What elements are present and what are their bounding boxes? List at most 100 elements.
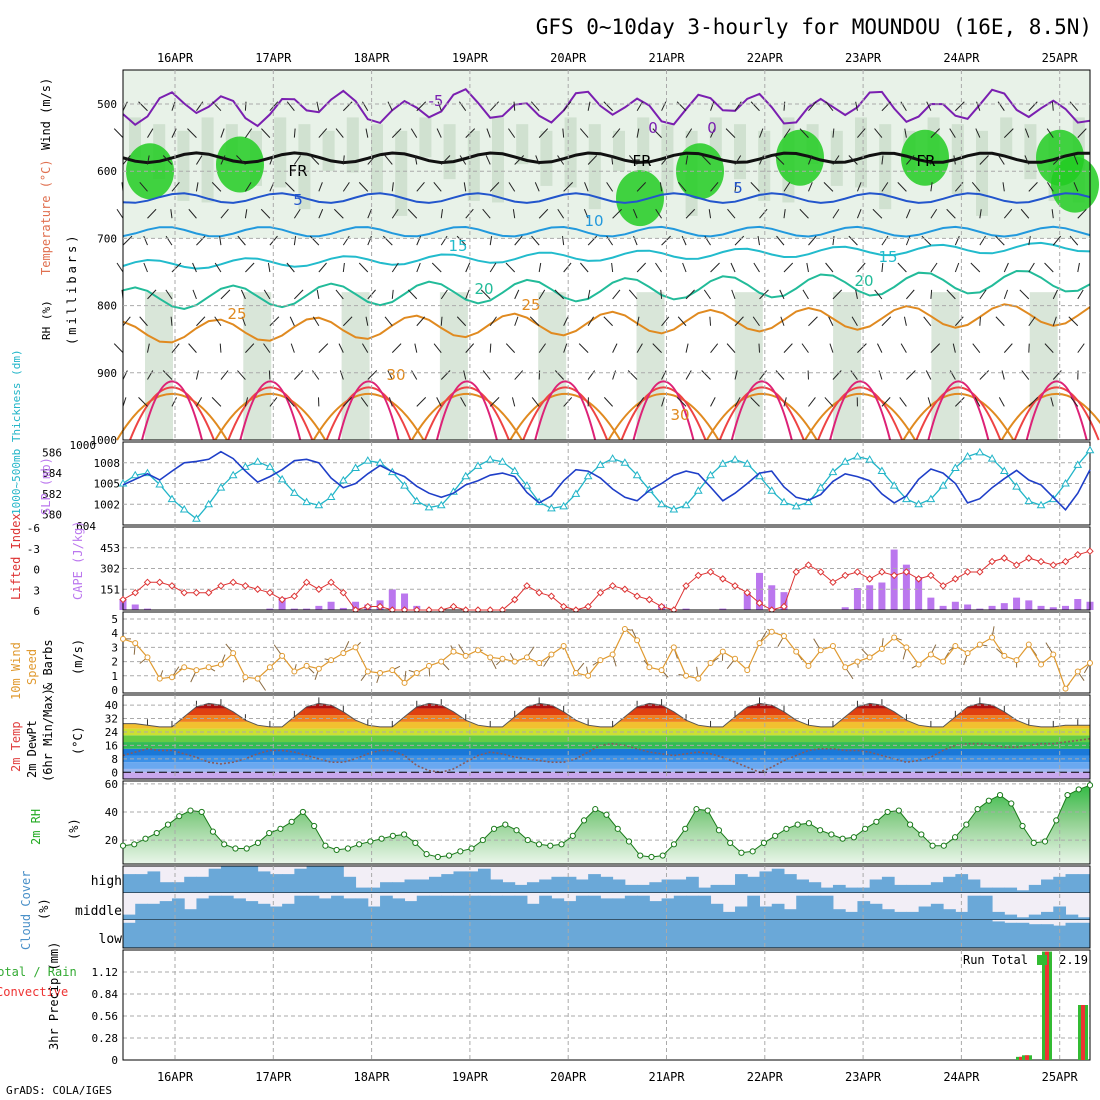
- cloud-cell: [992, 911, 1005, 920]
- cloud-cell: [539, 895, 552, 920]
- rh-marker: [580, 817, 588, 824]
- precip-convective-bar: [1019, 1056, 1023, 1060]
- wind-barb: [808, 397, 816, 407]
- cloud-cell: [710, 920, 724, 948]
- thickness-marker: [1073, 460, 1083, 468]
- wind-barb: [113, 128, 124, 138]
- wind-barb: [923, 316, 932, 327]
- rh-marker: [535, 841, 543, 848]
- lifted-index-marker: [266, 589, 274, 597]
- wind-barb: [431, 262, 442, 273]
- wind-barb: [508, 128, 516, 138]
- precip-tick-label: 0.28: [92, 1032, 119, 1045]
- label-precip-unit: 3hr Precip (mm): [47, 942, 61, 1050]
- wind-barb: [188, 208, 197, 219]
- wind-barb: [1021, 370, 1030, 380]
- wind-barb: [979, 209, 982, 219]
- cloud-cell: [1004, 887, 1018, 893]
- cloud-cell: [282, 920, 295, 948]
- wind-barb: [930, 262, 938, 273]
- wind-barb: [676, 101, 687, 112]
- wind-barb: [727, 208, 736, 219]
- cloud-cell: [722, 911, 736, 920]
- wind-speed-marker: [450, 648, 457, 655]
- rh-marker: [299, 808, 307, 816]
- thickness-marker: [473, 461, 483, 469]
- wind-barb: [612, 128, 621, 138]
- isotherm-line: [122, 225, 1091, 238]
- temp-tick-label: 40: [105, 699, 118, 712]
- rh-marker: [131, 841, 138, 848]
- rh-marker: [974, 806, 981, 813]
- cloud-cell: [429, 876, 442, 893]
- rh-marker: [209, 828, 217, 835]
- wind-speed-marker: [474, 647, 481, 654]
- cloud-cell: [1004, 914, 1018, 920]
- wind-speed-marker: [132, 640, 139, 647]
- cloud-cell: [441, 874, 454, 893]
- wind-barb: [1028, 236, 1031, 246]
- bottom-date-axis: 16APR 17APR 18APR 19APR 20APR 21APR 22APR 23APR…: [157, 1070, 1079, 1084]
- rh-tick-label: 40: [105, 806, 118, 819]
- wind-barb: [783, 101, 786, 111]
- wind-barb: [708, 209, 712, 219]
- warm-contour-arch: [1025, 380, 1088, 441]
- wind-barb: [856, 182, 862, 192]
- cloud-cell: [943, 920, 956, 948]
- thickness-tick-label: 582: [42, 488, 62, 501]
- date-label: 21APR: [648, 1070, 685, 1084]
- thickness-marker: [742, 459, 752, 467]
- cloud-cell: [771, 920, 785, 948]
- cloud-cell: [196, 920, 210, 948]
- wind-barb: [949, 370, 956, 380]
- wind-barb: [832, 236, 835, 246]
- precip-tick-label: 0: [111, 1054, 118, 1067]
- wind-barb: [414, 343, 418, 353]
- wind-speed-marker: [1013, 657, 1020, 664]
- wind-barb: [505, 262, 516, 273]
- thickness-tick-label: 586: [42, 446, 62, 459]
- cape-bar: [964, 604, 972, 610]
- wind-barb: [335, 289, 344, 300]
- cloud-cell: [1028, 924, 1042, 948]
- cloud-cell: [759, 871, 773, 893]
- lifted-index-marker: [596, 589, 605, 597]
- wind-barb: [489, 236, 493, 246]
- temp-tick-label: 32: [105, 713, 118, 726]
- cloud-cell: [196, 876, 210, 893]
- wind-barb: [734, 370, 738, 380]
- wind-barb: [440, 370, 451, 380]
- wind-barb: [661, 101, 667, 111]
- wind-barb: [220, 289, 231, 300]
- rh-marker: [625, 838, 633, 845]
- thickness-marker: [755, 471, 764, 480]
- rh-shade-cell: [443, 124, 456, 180]
- cape-bar: [927, 597, 935, 610]
- wind-barb: [682, 262, 687, 273]
- cape-bar: [768, 585, 776, 610]
- rh-marker: [727, 839, 734, 846]
- cape-bar: [1013, 597, 1021, 610]
- rh-marker: [1064, 791, 1071, 799]
- wind-barb: [440, 155, 451, 165]
- thickness-marker: [412, 496, 422, 505]
- lifted-index-marker: [1037, 557, 1045, 566]
- wind-barb: [629, 155, 638, 165]
- rh-high-area: [616, 170, 664, 227]
- lifted-index-marker: [119, 595, 127, 604]
- rh-marker: [749, 848, 756, 855]
- pressure-tick-label: 900: [97, 367, 117, 380]
- wind-barb: [211, 397, 222, 407]
- lifted-index-marker: [988, 557, 996, 566]
- wind-speed-marker: [1025, 641, 1032, 648]
- pressure-tick-label: 600: [97, 165, 117, 178]
- cloud-cell: [649, 920, 663, 948]
- wind-barb: [946, 289, 956, 300]
- wind-barb: [808, 155, 813, 165]
- wind-tick-label: 2: [111, 656, 118, 669]
- wind-speed-marker: [707, 660, 714, 667]
- rh-marker: [828, 831, 835, 838]
- wind-barb: [972, 343, 981, 353]
- wind-barb: [407, 208, 418, 219]
- cloud-cell: [967, 879, 981, 893]
